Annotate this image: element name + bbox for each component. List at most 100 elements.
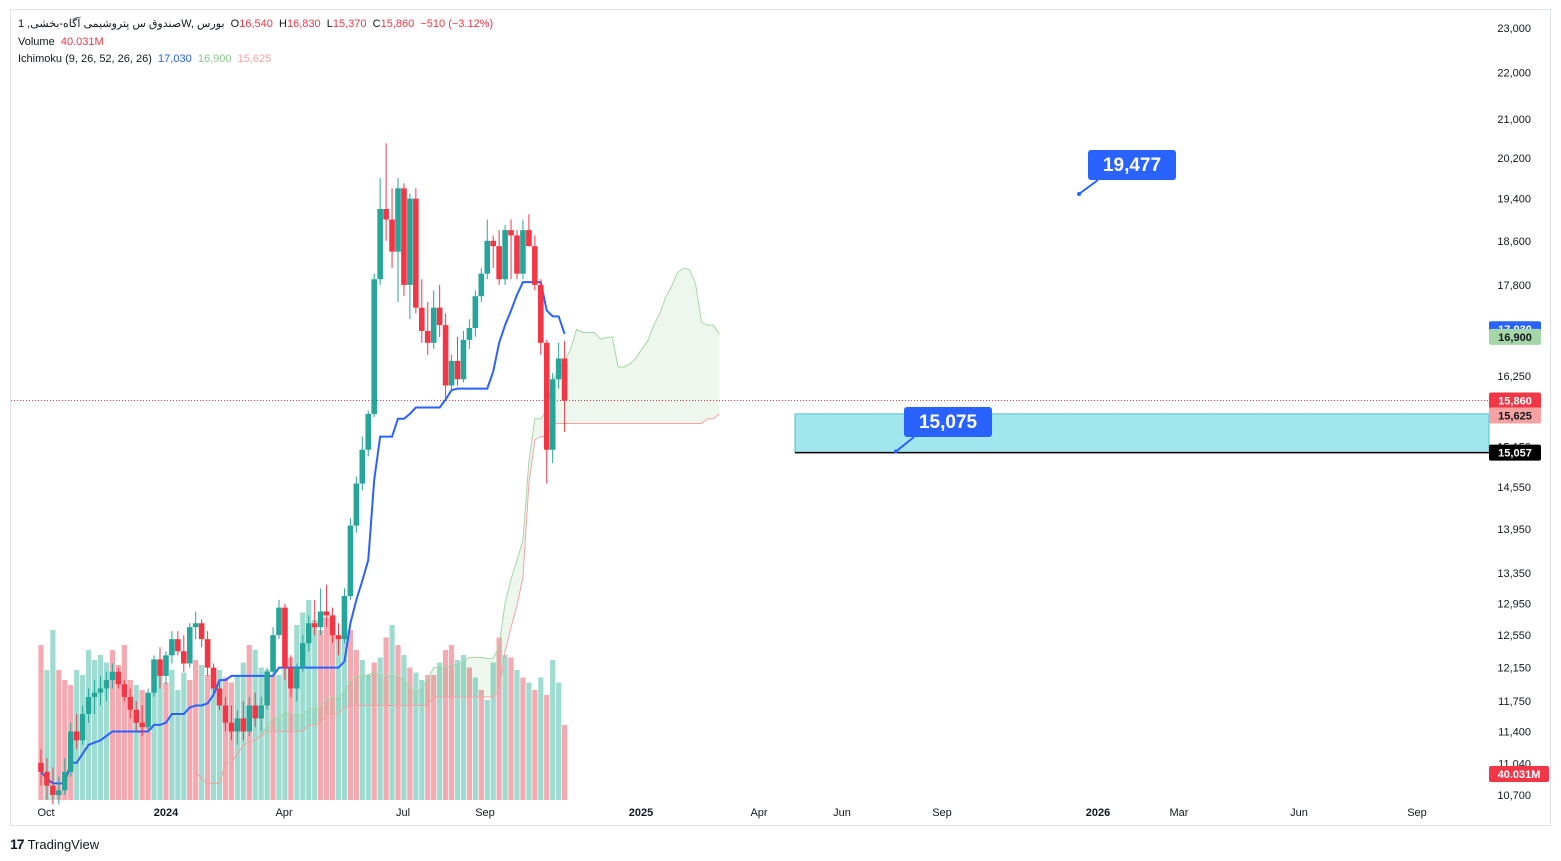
candle-body [181, 651, 187, 664]
candle-body [38, 762, 44, 772]
candle-body [157, 659, 163, 676]
candle-body [520, 230, 526, 274]
zone-rect [794, 413, 1490, 454]
x-tick-label: Apr [275, 807, 292, 819]
callout-tip [1077, 192, 1081, 196]
volume-bar [401, 655, 407, 800]
candle-body [50, 785, 56, 795]
candle-body [222, 705, 229, 723]
volume-bar [288, 657, 294, 800]
volume-bar [496, 637, 502, 800]
candle-body [389, 219, 395, 252]
candle-body [288, 667, 294, 689]
x-tick-label: Sep [475, 807, 495, 819]
candle-body [448, 360, 455, 386]
volume-label: Volume [18, 36, 55, 48]
volume-bar [437, 662, 443, 800]
candle-body [538, 284, 544, 343]
y-tick-label: 20,200 [1497, 153, 1531, 165]
support-zone [11, 400, 1490, 454]
candle-body [371, 279, 377, 414]
time-axis: Oct 2024 Apr Jul Sep 2025 Apr Jun Sep 2026 Mar Jun S… [37, 807, 1426, 819]
candle-body [115, 671, 122, 685]
candle-body [79, 714, 86, 741]
volume-bar [460, 655, 467, 800]
ichimoku-cloud [195, 267, 720, 784]
candle-body [496, 246, 502, 280]
price-chart[interactable]: 19,477 15,075 23,000 22,000 21,000 20,200 19,… [11, 10, 1550, 825]
candle-body [359, 449, 366, 484]
candle-body [478, 273, 485, 297]
y-tick-label: 19,400 [1497, 194, 1531, 206]
volume-bar [50, 630, 56, 800]
callout-pointer [1078, 179, 1099, 195]
price-axis: 23,000 22,000 21,000 20,200 19,400 18,600 17,8… [1489, 23, 1549, 802]
volume-bar [300, 612, 306, 800]
volume-bar [514, 670, 520, 800]
candle-body [347, 525, 354, 597]
volume-bar [216, 670, 223, 800]
candle-body [240, 718, 247, 732]
y-tick-label: 13,350 [1497, 568, 1531, 580]
candle-body [145, 692, 151, 728]
y-tick-label: 10,700 [1497, 790, 1531, 802]
candle-body [460, 339, 467, 380]
candle-body [282, 607, 288, 668]
candle-body [97, 688, 104, 693]
volume-bar [62, 680, 68, 800]
x-tick-label: Oct [37, 807, 54, 819]
candle-body [186, 627, 193, 664]
candle-body [294, 667, 300, 689]
volume-bar [550, 660, 556, 800]
price-tag [1489, 392, 1541, 409]
legend-volume-row[interactable]: Volume 40.031M [18, 34, 104, 50]
close-value: 15,860 [380, 18, 415, 30]
candle-body [258, 705, 264, 719]
volume-bar [431, 675, 437, 800]
tradingview-logo-icon[interactable]: 17 [10, 836, 25, 852]
candle-body [484, 240, 491, 274]
leading-span-a [195, 267, 720, 784]
candle-body [169, 639, 175, 656]
volume-tag [1489, 766, 1549, 782]
symbol-name[interactable]: صندوق س پتروشیمی آگاه-بخشی, 1W, بورس [18, 18, 225, 30]
candle-body [335, 635, 342, 640]
x-tick-label: Mar [1170, 807, 1189, 819]
volume-bar [407, 667, 413, 800]
legend-ichimoku-row[interactable]: Ichimoku (9, 26, 52, 26, 26) 17,030 16,9… [18, 51, 271, 67]
candle-body [103, 680, 110, 689]
low-value: 15,370 [332, 18, 367, 30]
volume-bar [264, 670, 270, 800]
y-tick-label: 12,550 [1497, 630, 1531, 642]
y-tick-label: 13,950 [1497, 524, 1531, 536]
candle-body [353, 483, 360, 526]
volume-bar [44, 670, 50, 800]
brand-name[interactable]: TradingView [27, 836, 100, 852]
x-tick-label: 2024 [154, 807, 179, 819]
candle-body [210, 667, 217, 689]
candle-body [305, 623, 312, 644]
candle-body [175, 639, 181, 652]
candle-body [264, 671, 270, 706]
cloud-fill [195, 268, 720, 784]
volume-bar [365, 675, 371, 800]
volume-bar [448, 645, 455, 800]
leading-span-b [195, 413, 720, 784]
volume-bar [532, 690, 538, 800]
candle-body [127, 696, 134, 710]
candle-body [436, 307, 443, 326]
candle-body [62, 771, 68, 791]
candle-body [151, 659, 157, 693]
price-tag-label: 15,057 [1498, 448, 1532, 460]
volume-bar [335, 637, 342, 800]
volume-bar [145, 695, 151, 800]
ichimoku-value-3: 15,625 [237, 53, 272, 65]
candle-body [204, 639, 211, 668]
volume-bar [175, 690, 181, 800]
volume-bar [56, 670, 62, 800]
candle-body [109, 671, 116, 681]
volume-bar [490, 662, 496, 800]
x-tick-label: Jul [396, 807, 410, 819]
y-tick-label: 17,800 [1497, 280, 1531, 292]
candle-body [514, 235, 520, 274]
